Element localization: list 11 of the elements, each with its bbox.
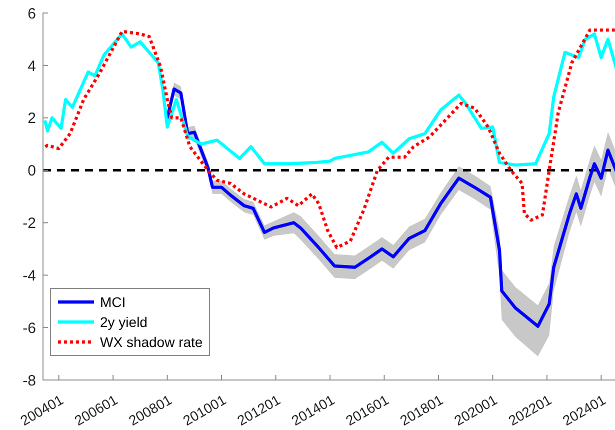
y-tick-label: -6	[22, 320, 36, 337]
y-tick-label: 2	[28, 110, 36, 128]
y-tick-label: -2	[22, 215, 36, 232]
y-tick-label: -4	[22, 267, 36, 284]
y-tick-label: 6	[28, 5, 36, 22]
legend-label: WX shadow rate	[100, 334, 203, 350]
legend-label: MCI	[100, 294, 126, 310]
y-tick-label: 4	[28, 58, 36, 75]
y-tick-label: -8	[22, 372, 36, 390]
legend-label: 2y yield	[100, 314, 148, 330]
y-tick-label: 0	[28, 162, 36, 180]
